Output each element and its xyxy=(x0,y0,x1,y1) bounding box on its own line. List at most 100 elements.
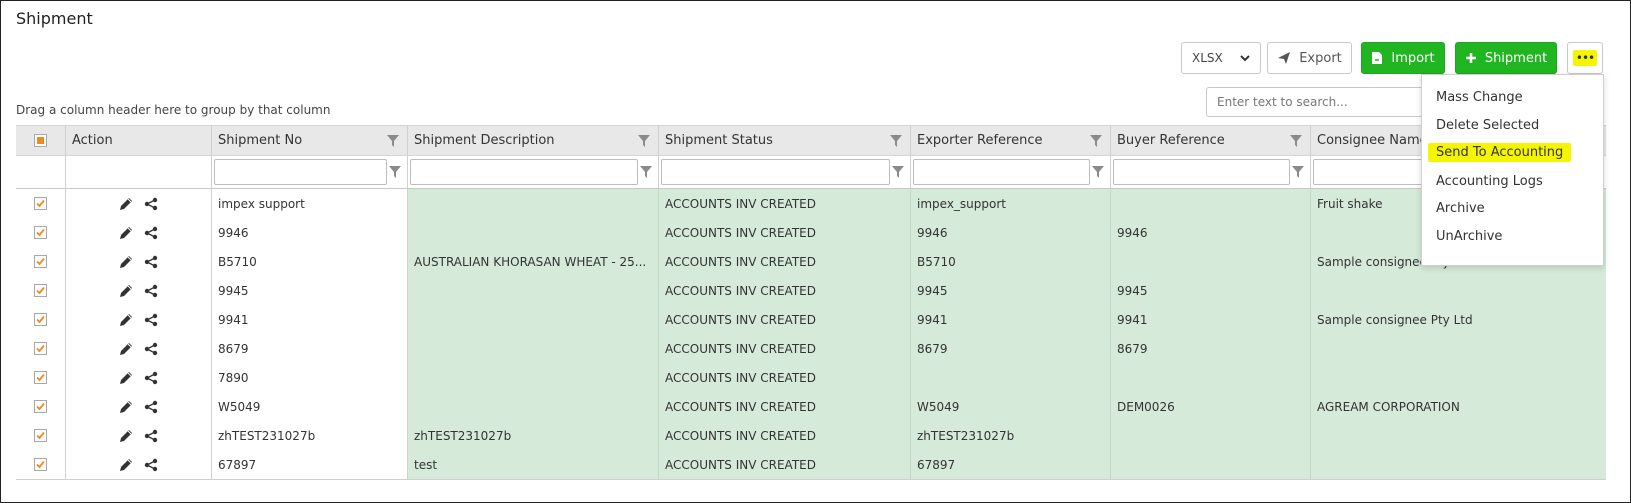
cell-shipment-no: impex support xyxy=(212,189,408,218)
row-checkbox[interactable] xyxy=(34,197,47,210)
menu-item-unarchive[interactable]: UnArchive xyxy=(1436,229,1503,244)
filter-input-status[interactable] xyxy=(661,159,890,185)
cell-status: ACCOUNTS INV CREATED xyxy=(659,363,911,392)
menu-item-mass-change[interactable]: Mass Change xyxy=(1436,90,1523,105)
row-checkbox[interactable] xyxy=(34,371,47,384)
page-title: Shipment xyxy=(16,9,93,28)
header-shipment-description[interactable]: Shipment Description xyxy=(408,126,659,155)
edit-pencil-icon[interactable] xyxy=(118,341,134,357)
table-row[interactable]: 9946 ACCOUNTS INV CREATED 9946 9946 xyxy=(16,218,1606,248)
cell-description: test xyxy=(408,450,659,479)
table-row[interactable]: impex support ACCOUNTS INV CREATED impex_s… xyxy=(16,189,1606,219)
share-icon[interactable] xyxy=(144,197,158,211)
table-row[interactable]: W5049 ACCOUNTS INV CREATED W5049 DEM0026 AGR… xyxy=(16,392,1606,422)
filter-icon[interactable] xyxy=(1089,134,1103,148)
table-row[interactable]: 8679 ACCOUNTS INV CREATED 8679 8679 xyxy=(16,334,1606,364)
table-row[interactable]: 9941 ACCOUNTS INV CREATED 9941 9941 Sample c… xyxy=(16,305,1606,335)
filter-icon[interactable] xyxy=(889,134,903,148)
more-options-button[interactable]: ••• xyxy=(1567,42,1603,74)
edit-pencil-icon[interactable] xyxy=(118,196,134,212)
share-icon[interactable] xyxy=(144,458,158,472)
header-shipment-status[interactable]: Shipment Status xyxy=(659,126,911,155)
share-icon[interactable] xyxy=(144,342,158,356)
header-buyer-reference[interactable]: Buyer Reference xyxy=(1111,126,1311,155)
row-checkbox[interactable] xyxy=(34,429,47,442)
menu-item-send-to-accounting[interactable]: Send To Accounting xyxy=(1428,143,1572,162)
share-icon[interactable] xyxy=(144,429,158,443)
filter-cell-action xyxy=(66,156,212,188)
filter-cell-buyer-ref xyxy=(1111,156,1311,188)
filter-input-description[interactable] xyxy=(410,159,638,185)
edit-pencil-icon[interactable] xyxy=(118,428,134,444)
row-select-cell xyxy=(16,450,66,479)
export-button[interactable]: Export xyxy=(1267,42,1352,74)
export-format-select[interactable]: XLSX xyxy=(1181,42,1261,74)
row-checkbox[interactable] xyxy=(34,255,47,268)
add-shipment-button[interactable]: Shipment xyxy=(1455,42,1557,74)
filter-icon[interactable] xyxy=(891,165,905,179)
row-actions xyxy=(118,341,158,357)
cell-buyer-ref xyxy=(1111,189,1311,218)
edit-pencil-icon[interactable] xyxy=(118,370,134,386)
table-row[interactable]: 7890 ACCOUNTS INV CREATED xyxy=(16,363,1606,393)
filter-icon[interactable] xyxy=(639,165,653,179)
search-input[interactable] xyxy=(1206,87,1451,117)
check-icon xyxy=(36,228,45,237)
share-icon[interactable] xyxy=(144,400,158,414)
table-row[interactable]: 9945 ACCOUNTS INV CREATED 9945 9945 xyxy=(16,276,1606,306)
edit-pencil-icon[interactable] xyxy=(118,254,134,270)
share-icon[interactable] xyxy=(144,284,158,298)
header-consignee-name[interactable]: Consignee Name xyxy=(1311,126,1606,155)
filter-icon[interactable] xyxy=(1291,165,1305,179)
filter-icon[interactable] xyxy=(386,134,400,148)
table-row[interactable]: zhTEST231027b zhTEST231027b ACCOUNTS INV C… xyxy=(16,421,1606,451)
share-icon[interactable] xyxy=(144,226,158,240)
cell-status: ACCOUNTS INV CREATED xyxy=(659,276,911,305)
header-action: Action xyxy=(66,126,212,155)
share-icon[interactable] xyxy=(144,255,158,269)
cell-buyer-ref: DEM0026 xyxy=(1111,392,1311,421)
filter-icon[interactable] xyxy=(1289,134,1303,148)
header-exporter-reference[interactable]: Exporter Reference xyxy=(911,126,1111,155)
edit-pencil-icon[interactable] xyxy=(118,312,134,328)
row-checkbox[interactable] xyxy=(34,313,47,326)
filter-input-shipment-no[interactable] xyxy=(214,159,387,185)
check-icon xyxy=(36,373,45,382)
cell-buyer-ref: 9946 xyxy=(1111,218,1311,247)
filter-input-buyer-ref[interactable] xyxy=(1113,159,1290,185)
row-checkbox[interactable] xyxy=(34,458,47,471)
import-button[interactable]: Import xyxy=(1361,42,1445,74)
filter-icon[interactable] xyxy=(1091,165,1105,179)
share-icon[interactable] xyxy=(144,313,158,327)
edit-pencil-icon[interactable] xyxy=(118,225,134,241)
row-select-cell xyxy=(16,247,66,276)
chevron-down-icon xyxy=(1240,55,1250,62)
filter-icon[interactable] xyxy=(637,134,651,148)
row-checkbox[interactable] xyxy=(34,400,47,413)
edit-pencil-icon[interactable] xyxy=(118,283,134,299)
row-checkbox[interactable] xyxy=(34,226,47,239)
cell-description: zhTEST231027b xyxy=(408,421,659,450)
table-row[interactable]: B5710 AUSTRALIAN KHORASAN WHEAT - 25... AC… xyxy=(16,247,1606,277)
cell-exporter-ref: 8679 xyxy=(911,334,1111,363)
check-icon xyxy=(36,431,45,440)
filter-input-exporter-ref[interactable] xyxy=(913,159,1090,185)
share-icon[interactable] xyxy=(144,371,158,385)
row-checkbox[interactable] xyxy=(34,342,47,355)
menu-item-delete-selected[interactable]: Delete Selected xyxy=(1436,118,1540,133)
row-checkbox[interactable] xyxy=(34,284,47,297)
row-actions xyxy=(118,196,158,212)
edit-pencil-icon[interactable] xyxy=(118,399,134,415)
grid-filter-row xyxy=(16,156,1606,189)
menu-item-archive[interactable]: Archive xyxy=(1436,201,1485,216)
edit-pencil-icon[interactable] xyxy=(118,457,134,473)
select-all-checkbox[interactable] xyxy=(34,134,47,147)
header-shipment-no[interactable]: Shipment No xyxy=(212,126,408,155)
row-select-cell xyxy=(16,218,66,247)
cell-description xyxy=(408,218,659,247)
filter-icon[interactable] xyxy=(388,165,402,179)
row-select-cell xyxy=(16,276,66,305)
table-row[interactable]: 67897 test ACCOUNTS INV CREATED 67897 xyxy=(16,450,1606,480)
menu-item-accounting-logs[interactable]: Accounting Logs xyxy=(1436,174,1543,189)
export-format-value: XLSX xyxy=(1192,51,1223,65)
